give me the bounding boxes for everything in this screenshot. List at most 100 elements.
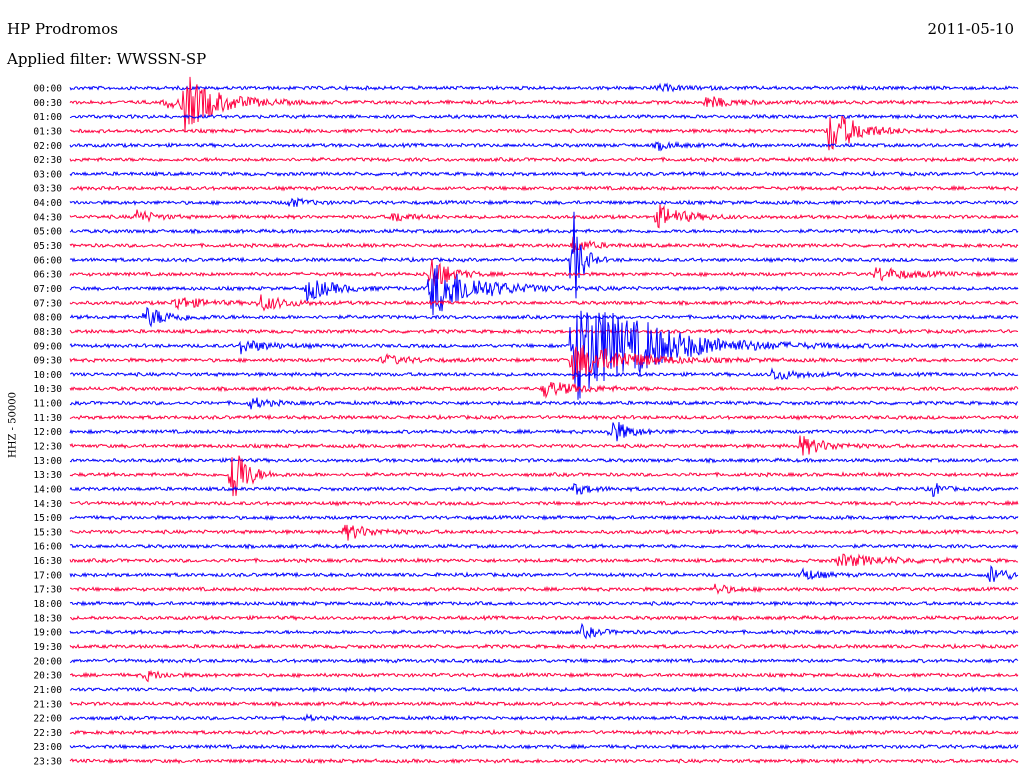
row-time-label: 19:00 bbox=[33, 628, 62, 639]
row-time-label: 03:30 bbox=[33, 184, 62, 195]
seismogram-trace bbox=[69, 184, 1019, 192]
row-time-label: 13:30 bbox=[33, 470, 62, 481]
row-time-label: 14:30 bbox=[33, 499, 62, 510]
row-time-label: 04:30 bbox=[33, 212, 62, 223]
filter-label: Applied filter: WWSSN-SP bbox=[7, 50, 207, 68]
seismogram-trace bbox=[69, 306, 1019, 328]
row-time-label: 05:30 bbox=[33, 241, 62, 252]
seismogram-trace bbox=[69, 657, 1019, 665]
seismogram-trace bbox=[69, 294, 1019, 312]
seismogram-trace bbox=[69, 381, 1019, 399]
chart-date: 2011-05-10 bbox=[927, 20, 1014, 38]
row-time-label: 20:30 bbox=[33, 671, 62, 682]
row-time-label: 14:00 bbox=[33, 484, 62, 495]
seismogram-trace bbox=[69, 345, 1019, 380]
row-time-label: 16:30 bbox=[33, 556, 62, 567]
row-time-label: 21:30 bbox=[33, 699, 62, 710]
row-time-label: 12:00 bbox=[33, 427, 62, 438]
seismogram-trace bbox=[69, 713, 1019, 722]
seismogram-trace bbox=[69, 524, 1019, 541]
row-time-label: 00:00 bbox=[33, 84, 62, 95]
row-time-label: 08:30 bbox=[33, 327, 62, 338]
seismogram-trace bbox=[69, 259, 1019, 286]
row-time-label: 01:30 bbox=[33, 126, 62, 137]
row-time-label: 22:30 bbox=[33, 728, 62, 739]
row-time-label: 16:00 bbox=[33, 542, 62, 553]
seismogram-trace bbox=[69, 642, 1019, 650]
row-time-label: 17:30 bbox=[33, 585, 62, 596]
seismogram-trace bbox=[69, 543, 1019, 550]
row-time-label: 00:30 bbox=[33, 98, 62, 109]
seismogram-trace bbox=[69, 600, 1019, 608]
row-time-label: 18:30 bbox=[33, 613, 62, 624]
station-name: HP Prodromos bbox=[7, 20, 118, 38]
row-time-label: 06:30 bbox=[33, 270, 62, 281]
seismogram-trace bbox=[69, 327, 1019, 335]
seismogram-trace bbox=[69, 367, 1019, 381]
seismogram-trace bbox=[69, 76, 1019, 132]
seismogram-trace bbox=[69, 197, 1019, 207]
row-time-label: 11:30 bbox=[33, 413, 62, 424]
seismogram-trace bbox=[69, 82, 1019, 93]
seismogram-trace bbox=[69, 728, 1019, 736]
seismogram-trace bbox=[69, 757, 1019, 765]
seismogram-trace bbox=[69, 622, 1019, 640]
seismogram-trace bbox=[69, 614, 1019, 622]
seismogram-trace bbox=[69, 499, 1019, 507]
seismogram-trace bbox=[69, 211, 1019, 299]
row-time-label: 01:00 bbox=[33, 112, 62, 123]
seismogram-trace bbox=[69, 457, 1019, 464]
row-time-label: 20:00 bbox=[33, 656, 62, 667]
row-time-label: 23:30 bbox=[33, 757, 62, 768]
row-time-label: 12:30 bbox=[33, 442, 62, 453]
row-time-label: 04:00 bbox=[33, 198, 62, 209]
seismogram-trace bbox=[69, 482, 1019, 498]
seismogram-trace bbox=[69, 236, 1019, 253]
seismogram-trace bbox=[69, 264, 1019, 316]
row-time-label: 18:00 bbox=[33, 599, 62, 610]
row-time-label: 06:00 bbox=[33, 255, 62, 266]
seismogram-trace bbox=[69, 140, 1019, 152]
row-time-label: 02:30 bbox=[33, 155, 62, 166]
seismogram-trace bbox=[69, 435, 1019, 456]
row-time-label: 11:00 bbox=[33, 399, 62, 410]
row-time-label: 15:30 bbox=[33, 527, 62, 538]
row-time-label: 09:30 bbox=[33, 356, 62, 367]
seismogram-trace bbox=[69, 413, 1019, 421]
seismogram-trace bbox=[69, 228, 1019, 235]
row-time-label: 13:00 bbox=[33, 456, 62, 467]
seismogram-trace bbox=[69, 686, 1019, 693]
seismogram-trace bbox=[69, 743, 1019, 751]
seismogram-trace bbox=[69, 115, 1019, 151]
row-time-label: 08:00 bbox=[33, 313, 62, 324]
seismogram-trace bbox=[69, 553, 1019, 567]
row-time-label: 21:00 bbox=[33, 685, 62, 696]
row-time-label: 05:00 bbox=[33, 227, 62, 238]
seismogram-trace bbox=[69, 310, 1019, 400]
seismogram-trace bbox=[69, 397, 1019, 410]
row-time-label: 23:00 bbox=[33, 742, 62, 753]
row-time-label: 03:00 bbox=[33, 169, 62, 180]
seismogram-trace bbox=[69, 156, 1019, 163]
seismogram-trace bbox=[69, 514, 1019, 521]
seismogram-trace bbox=[69, 170, 1019, 178]
row-time-label: 15:00 bbox=[33, 513, 62, 524]
row-time-label: 07:30 bbox=[33, 298, 62, 309]
seismogram-trace bbox=[70, 669, 1019, 683]
seismogram-trace bbox=[69, 583, 1019, 595]
seismogram-trace bbox=[69, 422, 1019, 442]
row-time-label: 07:00 bbox=[33, 284, 62, 295]
row-time-label: 02:00 bbox=[33, 141, 62, 152]
row-time-label: 22:00 bbox=[33, 714, 62, 725]
row-time-label: 10:30 bbox=[33, 384, 62, 395]
seismogram-trace bbox=[69, 204, 1019, 229]
row-time-label: 10:00 bbox=[33, 370, 62, 381]
row-time-label: 09:00 bbox=[33, 341, 62, 352]
seismogram-trace bbox=[69, 113, 1019, 120]
seismogram-trace bbox=[69, 700, 1019, 708]
seismogram-trace bbox=[69, 455, 1019, 497]
seismogram-trace bbox=[69, 564, 1019, 582]
row-time-label: 19:30 bbox=[33, 642, 62, 653]
row-time-label: 17:00 bbox=[33, 570, 62, 581]
